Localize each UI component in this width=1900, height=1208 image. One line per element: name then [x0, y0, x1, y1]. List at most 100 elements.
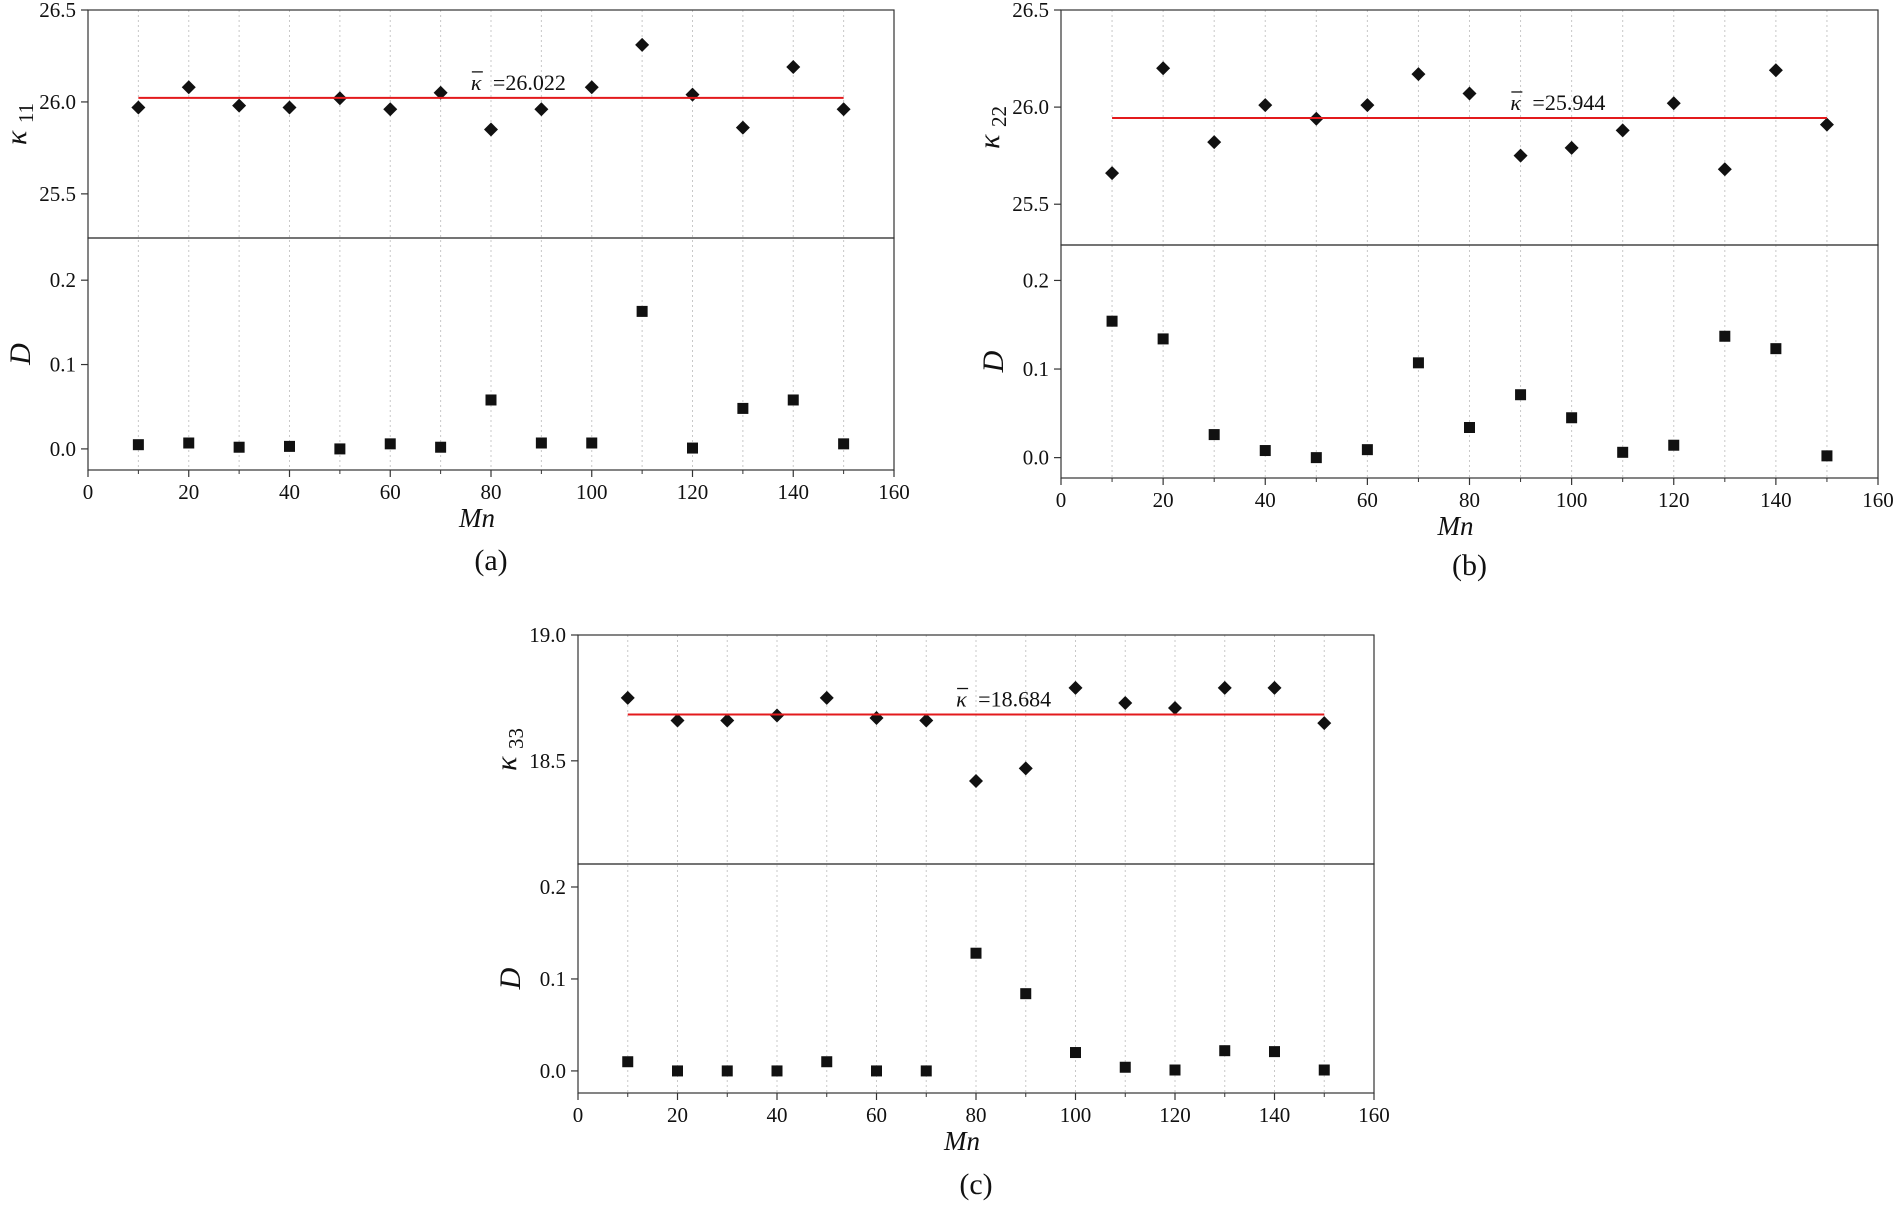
- kappa-point: [1768, 63, 1783, 78]
- ytick-label: 0.1: [50, 353, 76, 377]
- xtick-label: 0: [83, 480, 94, 504]
- d-point: [132, 439, 144, 451]
- d-point: [871, 1065, 882, 1077]
- kappa-point: [735, 120, 750, 135]
- panel-b-d-series: [1106, 315, 1833, 464]
- panel-a-bottom-ylabel: D: [4, 343, 37, 366]
- ylabel-subscript: 22: [987, 106, 1011, 127]
- kappa-point: [1118, 695, 1133, 710]
- d-point: [1464, 422, 1475, 434]
- d-point: [821, 1056, 833, 1068]
- ylabel-symbol: κ: [973, 134, 1006, 149]
- ytick-label: 0.0: [50, 437, 76, 461]
- d-point: [1412, 357, 1424, 369]
- panel-a: 26.5 26.0 25.5 0.2 0.1 0.0 0 20 40 60 80…: [0, 0, 910, 577]
- panel-b: 26.5 26.0 25.5 0.2 0.1 0.0 0 20 40 60 80…: [973, 0, 1894, 582]
- panel-a-xlabel: Mn: [458, 503, 495, 533]
- d-point: [970, 947, 982, 959]
- panel-c-d-series: [622, 947, 1330, 1077]
- d-point: [1668, 439, 1680, 451]
- ytick-label: 0.0: [540, 1059, 566, 1083]
- panel-b-ticks: [1054, 9, 1879, 485]
- kappa-point: [181, 80, 196, 95]
- panel-a-top-ylabel: κ 11: [0, 103, 38, 145]
- d-point: [1259, 445, 1271, 457]
- d-point: [485, 394, 497, 406]
- mean-value: =26.022: [493, 70, 566, 95]
- d-point: [787, 394, 799, 406]
- panel-c-kappa-series: [620, 680, 1332, 788]
- d-point: [1070, 1047, 1081, 1059]
- xtick-label: 80: [966, 1103, 987, 1127]
- ytick-label: 0.1: [1023, 357, 1049, 381]
- ytick-label: 25.5: [39, 182, 76, 206]
- kappa-point: [770, 708, 784, 723]
- panel-c-xlabel: Mn: [943, 1126, 980, 1156]
- kappa-point: [1207, 135, 1222, 150]
- kappa-point: [786, 60, 801, 74]
- kappa-point: [584, 80, 599, 95]
- kappa-point: [1819, 117, 1834, 132]
- xtick-label: 160: [878, 480, 910, 504]
- d-point: [1361, 444, 1373, 456]
- kappa-point: [720, 713, 735, 728]
- panel-b-grid: [1111, 10, 1828, 478]
- xtick-label: 120: [1658, 488, 1690, 512]
- ylabel-symbol: κ: [490, 756, 523, 771]
- panel-b-kappa-series: [1105, 61, 1834, 181]
- d-point: [1318, 1064, 1330, 1076]
- kappa-point: [1513, 148, 1528, 163]
- panel-c-top-ylabel: κ 33: [490, 728, 528, 771]
- xtick-label: 100: [576, 480, 608, 504]
- d-point: [1719, 330, 1731, 342]
- ytick-label: 19.0: [529, 623, 566, 647]
- d-point: [1119, 1061, 1131, 1073]
- d-point: [1106, 315, 1118, 327]
- d-point: [672, 1065, 683, 1077]
- kappa-point: [836, 102, 851, 117]
- panel-a-mean-label: κ =26.022: [471, 70, 566, 95]
- kappa-point: [1267, 680, 1282, 695]
- ytick-label: 26.0: [1012, 95, 1049, 119]
- d-point: [183, 437, 195, 449]
- kappa-point: [969, 773, 983, 788]
- panel-b-caption: (b): [1452, 549, 1487, 582]
- kappa-point: [635, 37, 650, 52]
- ytick-label: 0.2: [1023, 268, 1049, 292]
- xtick-label: 80: [481, 480, 502, 504]
- mean-symbol: κ: [471, 70, 482, 95]
- d-point: [1617, 446, 1629, 458]
- kappa-point: [1462, 86, 1477, 101]
- xtick-label: 100: [1556, 488, 1588, 512]
- panel-a-top-yticks: 26.5 26.0 25.5: [39, 0, 76, 206]
- ytick-label: 0.2: [540, 875, 566, 899]
- xtick-label: 20: [178, 480, 199, 504]
- kappa-point: [131, 100, 146, 115]
- xtick-label: 60: [1357, 488, 1378, 512]
- ylabel-symbol: κ: [0, 130, 33, 145]
- ytick-label: 0.2: [50, 268, 76, 292]
- d-point: [1310, 452, 1322, 464]
- d-point: [334, 443, 346, 455]
- kappa-point: [232, 98, 247, 113]
- panel-a-kappa-series: [131, 37, 851, 137]
- xtick-label: 0: [1056, 488, 1067, 512]
- ytick-label: 26.5: [39, 0, 76, 22]
- kappa-point: [1217, 680, 1232, 695]
- kappa-point: [1168, 700, 1182, 715]
- panel-a-ticks: [81, 9, 895, 477]
- xtick-label: 40: [279, 480, 300, 504]
- d-point: [384, 438, 396, 450]
- xtick-label: 100: [1060, 1103, 1092, 1127]
- d-point: [1208, 429, 1220, 441]
- xtick-label: 60: [866, 1103, 887, 1127]
- panel-b-bottom-ylabel: D: [977, 350, 1010, 373]
- panel-b-mean-label: κ =25.944: [1510, 90, 1605, 115]
- kappa-point: [1564, 140, 1579, 155]
- xtick-label: 140: [778, 480, 810, 504]
- kappa-point: [1105, 166, 1120, 181]
- panel-a-caption: (a): [474, 544, 507, 577]
- xtick-label: 0: [573, 1103, 584, 1127]
- kappa-point: [1018, 761, 1033, 776]
- panel-b-xlabel: Mn: [1437, 511, 1474, 541]
